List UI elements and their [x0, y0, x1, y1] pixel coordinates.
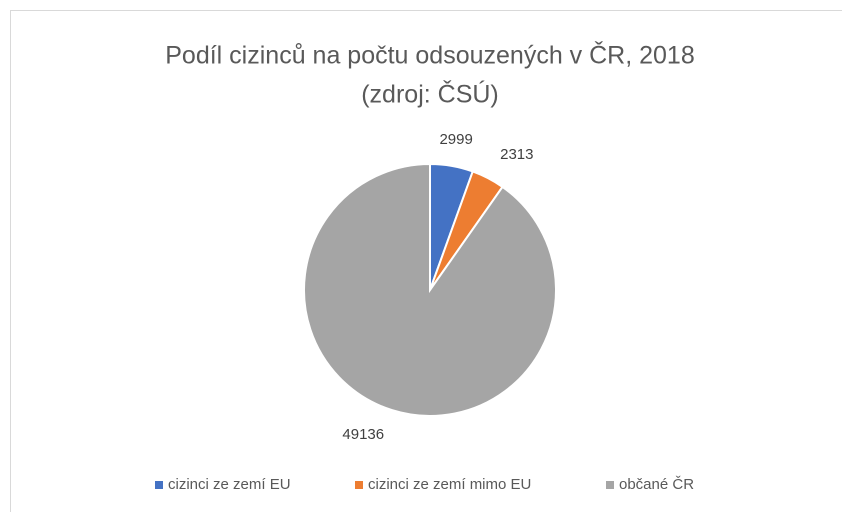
legend-marker [155, 481, 163, 489]
legend-label: občané ČR [619, 476, 694, 493]
chart-subtitle: (zdroj: ČSÚ) [361, 80, 499, 109]
data-label: 2999 [439, 131, 472, 148]
legend-marker [606, 481, 614, 489]
data-label: 49136 [342, 426, 384, 443]
legend-marker [355, 481, 363, 489]
pie-slice [303, 162, 557, 417]
chart-title: Podíl cizinců na počtu odsouzených v ČR,… [165, 41, 694, 70]
legend-label: cizinci ze zemí EU [168, 476, 291, 493]
legend-label: cizinci ze zemí mimo EU [368, 476, 531, 493]
data-label: 2313 [500, 146, 533, 163]
